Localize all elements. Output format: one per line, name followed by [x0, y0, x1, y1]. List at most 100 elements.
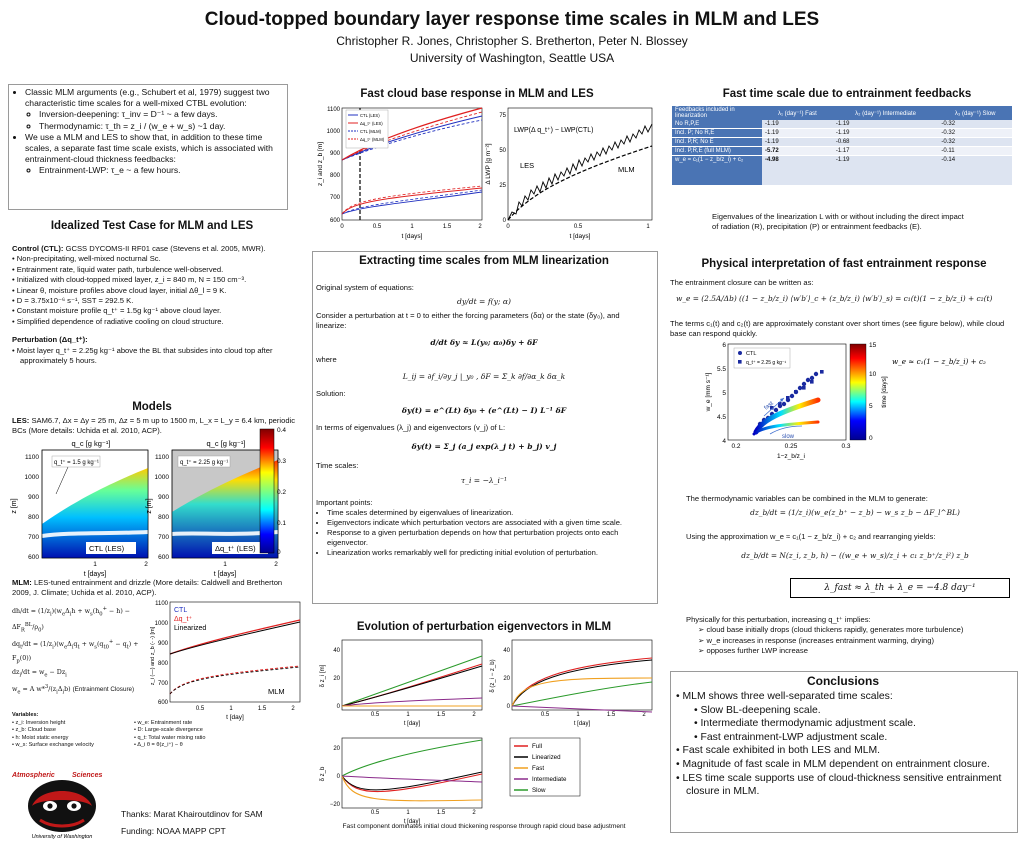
conclusions-list: • MLM shows three well-separated time sc… [676, 690, 1012, 799]
idealized-bullet: • Simplified dependence of radiative coo… [12, 316, 224, 326]
legend-full: Full [532, 743, 542, 750]
legend-intermediate: Intermediate [532, 776, 567, 783]
x-tick: 1.5 [258, 706, 267, 712]
conclusion-item: • MLM shows three well-separated time sc… [676, 691, 893, 702]
table-header: λ₃ (day⁻¹) Slow [938, 106, 1012, 120]
x-tick: 1.5 [607, 712, 616, 718]
x-tick: 2 [291, 706, 295, 712]
idealized-bullet: • Initialized with cloud-topped mixed la… [12, 275, 247, 285]
legend-fast: Fast [532, 765, 544, 772]
zb-equation: dz_b/dt = (1/z_i)(w_e(z_b⁺ − z_b) − w_s … [750, 508, 960, 517]
label-slow: slow [782, 434, 795, 440]
physical-l1: The entrainment closure can be written a… [670, 278, 814, 287]
y-tick: 600 [28, 554, 39, 561]
y-tick: 75 [499, 113, 506, 119]
physical-l5: Physically for this perturbation, increa… [686, 615, 1022, 657]
heatmap-colorbar: 0.4 0.3 0.2 0.1 0 [259, 427, 286, 556]
variable-item: • h: Moist static energy [12, 734, 69, 741]
y-tick: 20 [333, 676, 340, 682]
variables: Variables: • z_i: Inversion height • z_b… [12, 712, 206, 749]
annot-lwp: LWP(Δ q_t⁺) − LWP(CTL) [514, 127, 594, 134]
y-tick: 40 [503, 648, 510, 654]
logo-text-bottom: University of Washington [32, 834, 93, 840]
time-colorbar [849, 343, 867, 441]
x-tick: 1 [229, 706, 233, 712]
ylabel-c: δ z_b [320, 766, 326, 781]
intro-sub-bullet: Entrainment-LWP: τ_e ~ a few hours. [39, 165, 283, 176]
variable-item: • w_s: Surface exchange velocity [12, 742, 94, 749]
conclusion-subitem: • Fast entrainment-LWP adjustment scale. [694, 731, 888, 743]
intro-bullet: We use a MLM and LES to show that, in ad… [25, 132, 283, 166]
y-tick: 700 [158, 534, 169, 541]
table-row: No R,P,E -1.19 -1.19 -0.32 [672, 120, 1012, 129]
y-tick: 600 [330, 218, 341, 224]
conclusion-subitem: • Slow BL-deepening scale. [694, 704, 821, 716]
control-text: GCSS DYCOMS-II RF01 case (Stevens et al.… [65, 244, 266, 253]
mlm-equations: dh/dt = (1/zi)(weΔih + ws(h0+ − h) − ΔFR… [12, 606, 139, 695]
x-tick: 1 [223, 561, 227, 568]
variable-item: • q_t: Total water mixing ratio [134, 734, 206, 741]
legend-qt: q_t⁺ = 2.25 g kg⁻¹ [746, 360, 786, 366]
label-mlm: MLM [618, 165, 635, 174]
y-tick: 700 [330, 195, 341, 201]
label-les: LES [520, 161, 534, 170]
equation: δy(t) = Σ_j (a_j exp(λ_j t) + b_j) v_j [411, 442, 557, 451]
x-tick: 2 [472, 810, 476, 816]
legend-item: Δq_t⁺ (MLM) [360, 137, 385, 142]
perturbation-label: Perturbation (Δq_t⁺): [12, 335, 88, 345]
y-tick: 900 [28, 494, 39, 501]
poster-title: Cloud-topped boundary layer response tim… [204, 9, 820, 30]
important-point: Linearization works remarkably well for … [327, 548, 652, 558]
mlm-zi-chart: 1100 1000 900 800 700 600 0.5 1 1.5 2 t … [150, 601, 301, 721]
equation: dy/dt = f(y; α) [457, 297, 511, 306]
x-tick: 0 [506, 224, 510, 230]
scatter-ylabel: w_e [mm s⁻¹] [705, 372, 712, 412]
authors: Christopher R. Jones, Christopher S. Bre… [336, 34, 688, 48]
table-row: Incl. P,R; No E -1.19 -0.68 -0.32 [672, 137, 1012, 147]
entrainment-closure-label: (Entrainment Closure) [72, 685, 135, 693]
xlabel: t [day] [574, 721, 591, 727]
extract-heading: Extracting time scales from MLM lineariz… [359, 255, 609, 267]
x-tick: 0.5 [371, 810, 380, 816]
important-point: Response to a given perturbation depends… [327, 528, 652, 548]
variable-item: • z_i: Inversion height [12, 719, 66, 726]
x-tick: 0.5 [196, 706, 205, 712]
conclusion-item: • Magnitude of fast scale in MLM depende… [676, 758, 990, 770]
y-tick: 800 [330, 173, 341, 179]
physical-l4: Using the approximation w_e ≈ c₁(1 − z_b… [686, 532, 936, 541]
y-tick: 600 [158, 700, 169, 706]
y-tick: 800 [158, 661, 169, 667]
intro-sub-bullet: Thermodynamic: τ_th = z_i / (w_e + w_s) … [39, 121, 283, 132]
legend-item: CTL (MLM) [360, 129, 382, 134]
ylabel-b: δ (z_i − z_b) [490, 659, 496, 692]
zb-rearranged-equation: dz_b/dt = N(z_i, z_b, h) − ((w_e + w_s)/… [741, 551, 969, 560]
fast-base-charts: 1100 1000 900 800 700 600 0 0.5 1 1.5 2 … [317, 107, 653, 240]
x-tick: 2 [144, 561, 148, 568]
label-dq-les: Δq_t⁺ (LES) [215, 544, 256, 553]
equation: d/dt δy ≈ L(y₀; α₀)δy + δF [430, 338, 538, 347]
intro-box: Classic MLM arguments (e.g., Schubert et… [8, 84, 288, 210]
idealized-bullet: • Non-precipitating, well-mixed nocturna… [12, 254, 161, 264]
label-fast: fast [763, 401, 775, 412]
thanks: Thanks: Marat Khairoutdinov for SAM [121, 809, 263, 819]
y-tick: 20 [333, 746, 340, 752]
y-tick: 1000 [155, 474, 170, 481]
y-tick: 25 [499, 183, 506, 189]
label-ctl-les: CTL (LES) [89, 544, 125, 553]
intro-sub-bullet: Inversion-deepening: τ_inv = D⁻¹ ~ a few… [39, 109, 283, 120]
heatmap-xlabel: t [days] [84, 571, 107, 578]
mlm-xlabel: t [day] [226, 714, 244, 721]
mlm-tag: MLM [268, 687, 285, 696]
variable-item: • z_b: Cloud base [12, 727, 56, 734]
mlm-ylabel: z_i (—) and z_b (- -) [m] [150, 626, 156, 685]
xlabel: t [days] [402, 233, 423, 240]
we-scatter-chart: 6 5.5 5 4.5 4 0.2 0.25 0.3 1−z_b/z_i w_e… [705, 342, 986, 460]
cbar-tick: 0.4 [277, 427, 286, 434]
x-tick: 2 [478, 224, 482, 230]
x-tick: 1 [406, 810, 410, 816]
logo-text-top1: Atmospheric [11, 772, 55, 779]
legend-slow: Slow [532, 787, 546, 794]
xlabel: t [day] [404, 819, 421, 825]
extract-body: Original system of equations: dy/dt = f(… [316, 283, 652, 558]
fast-time-heading: Fast time scale due to entrainment feedb… [722, 88, 972, 100]
